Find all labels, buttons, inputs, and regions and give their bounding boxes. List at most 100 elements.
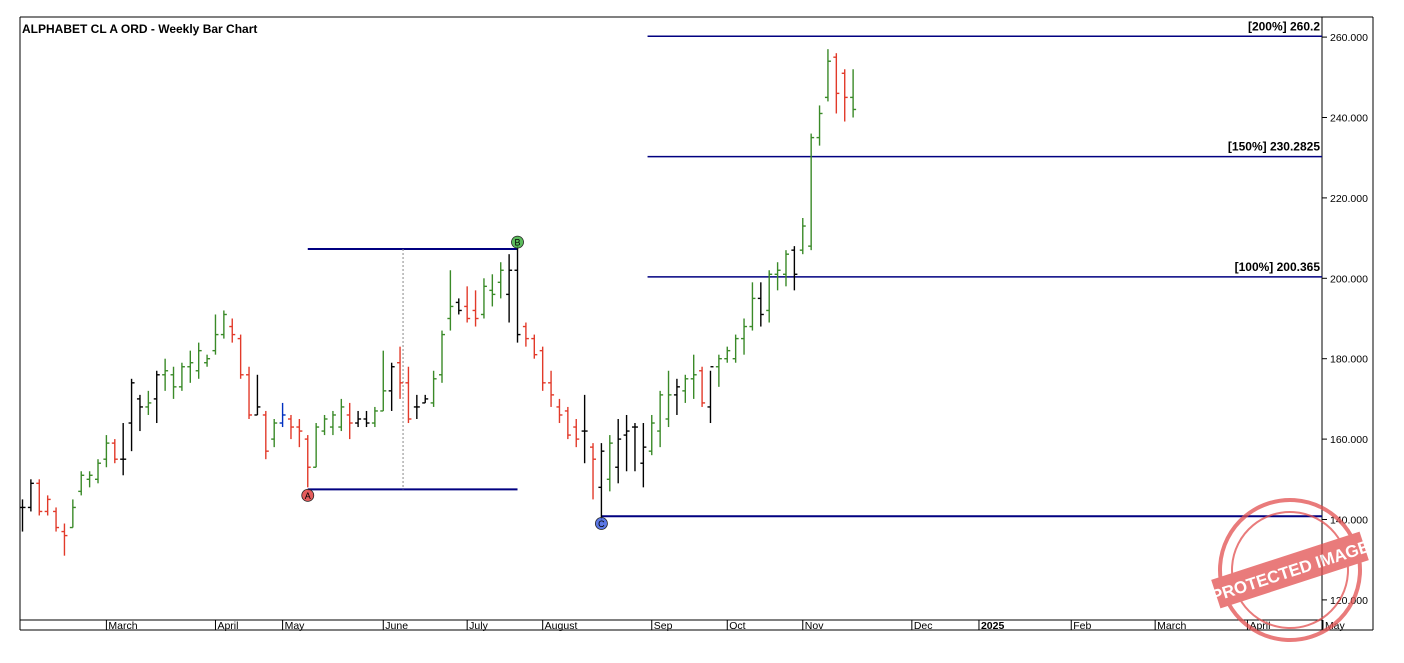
- ohlc-bar: [346, 402, 353, 440]
- x-tick-label: 2025: [981, 620, 1005, 632]
- ohlc-bar: [53, 507, 60, 532]
- swing-point-marker: [301, 488, 315, 502]
- ohlc-bar: [791, 246, 798, 291]
- ohlc-bar: [464, 286, 471, 323]
- ohlc-bar: [296, 419, 303, 448]
- ohlc-bar: [615, 419, 622, 484]
- ohlc-bar: [682, 374, 689, 403]
- swing-point-label: C: [598, 519, 605, 529]
- ohlc-bar: [103, 435, 110, 468]
- ohlc-bar: [782, 250, 789, 287]
- y-tick-label: 260.000: [1330, 32, 1368, 44]
- ohlc-bar: [623, 414, 630, 472]
- ohlc-bar: [338, 398, 345, 432]
- x-tick-label: August: [545, 620, 578, 632]
- x-tick-label: March: [1157, 620, 1186, 632]
- ohlc-bar: [472, 290, 479, 327]
- ohlc-bar: [841, 69, 848, 122]
- ohlc-bar: [497, 262, 504, 299]
- y-tick-label: 140.000: [1330, 515, 1368, 527]
- ohlc-bar: [178, 362, 185, 391]
- ohlc-bar: [665, 370, 672, 428]
- ohlc-bar: [254, 374, 261, 416]
- ohlc-bar: [556, 398, 563, 424]
- ohlc-bar: [371, 406, 378, 428]
- stamp-band: [1211, 531, 1369, 609]
- ohlc-bar: [816, 105, 823, 146]
- ohlc-bar: [229, 318, 236, 343]
- ohlc-bar: [61, 523, 68, 556]
- ohlc-bar: [287, 414, 294, 440]
- x-tick-label: Sep: [654, 620, 673, 632]
- x-tick-label: June: [385, 620, 408, 632]
- y-tick-label: 240.000: [1330, 113, 1368, 125]
- ohlc-bar: [69, 499, 76, 529]
- ohlc-bar: [78, 471, 85, 496]
- ohlc-bar: [774, 262, 781, 291]
- ohlc-bar: [690, 354, 697, 399]
- ohlc-bar: [136, 394, 143, 432]
- chart-title: ALPHABET CL A ORD - Weekly Bar Chart: [22, 22, 257, 36]
- ohlc-bar: [120, 423, 127, 476]
- ohlc-bar: [19, 499, 26, 532]
- swing-point-label: A: [305, 491, 311, 501]
- ohlc-bar: [724, 346, 731, 363]
- ohlc-bar: [220, 310, 227, 339]
- ohlc-bar: [850, 69, 857, 118]
- swing-points: A B C: [301, 235, 608, 530]
- ohlc-bar: [237, 334, 244, 379]
- ohlc-bar: [531, 334, 538, 359]
- swing-point-marker: [511, 235, 524, 249]
- x-tick-label: July: [469, 620, 488, 632]
- ohlc-bar: [657, 390, 664, 448]
- ohlc-bar: [329, 410, 336, 436]
- ohlc-bar: [95, 459, 102, 484]
- x-tick-label: May: [285, 620, 306, 632]
- ohlc-bar: [439, 330, 445, 383]
- x-axis: March April May June July August Sep Oct Nov Dec 2…: [105, 620, 1346, 632]
- swing-point-marker: [595, 517, 608, 530]
- ohlc-bar: [648, 414, 655, 456]
- y-tick-label: 160.000: [1330, 434, 1368, 446]
- price-bars: [19, 49, 857, 556]
- ohlc-bar: [313, 423, 320, 468]
- ohlc-bar: [573, 419, 580, 448]
- ohlc-bar: [590, 443, 597, 500]
- ohlc-bar: [598, 443, 605, 520]
- ohlc-bar: [44, 495, 51, 516]
- ohlc-bar: [455, 298, 462, 315]
- ohlc-bar: [581, 394, 588, 464]
- ohlc-bar: [204, 354, 211, 367]
- ohlc-bar: [673, 378, 680, 415]
- ohlc-bar: [363, 410, 370, 428]
- fib-levels: [200%] 260.2 [150%] 230.2825 [100%] 200.36…: [307, 19, 1322, 518]
- ohlc-bar: [749, 282, 756, 331]
- y-tick-label: 120.000: [1330, 595, 1368, 607]
- ohlc-bar: [388, 362, 395, 411]
- ohlc-bar: [824, 49, 831, 102]
- ohlc-bar: [212, 314, 219, 355]
- ohlc-bar: [489, 274, 496, 307]
- swing-point-label: B: [515, 238, 521, 248]
- ohlc-bar: [799, 218, 806, 255]
- ohlc-bar: [321, 414, 328, 436]
- x-tick-label: Feb: [1073, 620, 1091, 632]
- ohlc-bar: [279, 402, 286, 428]
- ohlc-bar: [707, 366, 714, 424]
- ohlc-bar: [145, 390, 152, 415]
- ohlc-bar: [128, 378, 135, 452]
- ohlc-bar: [757, 282, 764, 327]
- ohlc-bar: [447, 270, 454, 331]
- ohlc-bar: [262, 410, 269, 460]
- ohlc-bar: [405, 366, 412, 424]
- ohlc-bar: [640, 423, 647, 488]
- fib-level-label: [100%] 200.365: [1235, 260, 1321, 274]
- ohlc-bar: [187, 350, 194, 383]
- ohlc-bar: [111, 439, 118, 464]
- ohlc-bar: [413, 394, 420, 419]
- ohlc-bar: [539, 346, 546, 391]
- ohlc-bar: [514, 246, 521, 343]
